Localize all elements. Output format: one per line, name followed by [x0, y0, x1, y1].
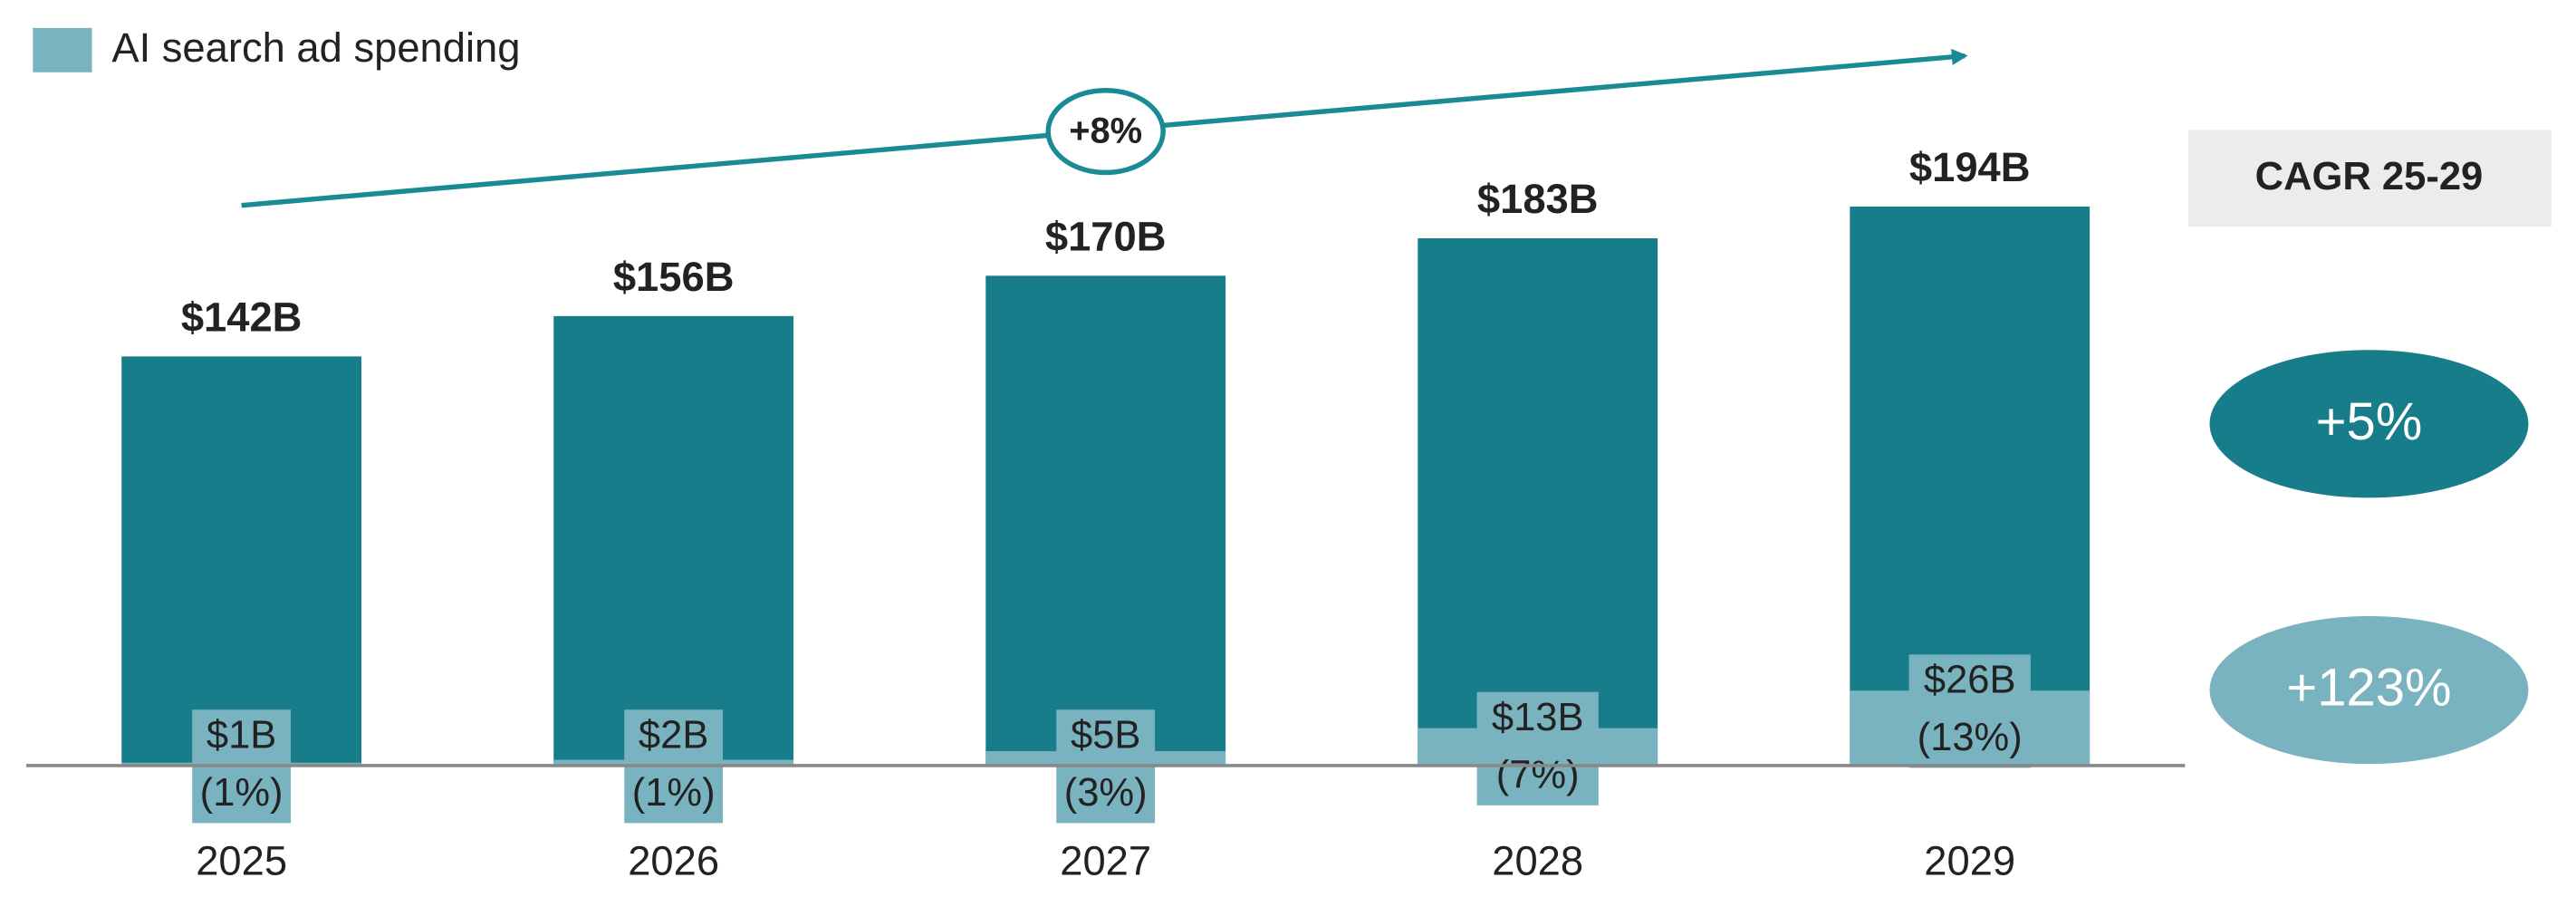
total-label: $156B: [613, 254, 735, 300]
cagr-label: +123%: [2286, 659, 2451, 718]
ai-share-label: (1%): [632, 771, 716, 815]
ai-share-label: (13%): [1918, 716, 2023, 759]
total-label: $194B: [1909, 144, 2031, 190]
cagr-title: CAGR 25-29: [2255, 155, 2484, 198]
bar-total: [121, 356, 362, 766]
ai-share-label: (3%): [1064, 771, 1148, 815]
x-tick-label: 2028: [1492, 838, 1583, 884]
ai-label-box: [1476, 691, 1599, 805]
bar-total: [1418, 237, 1658, 766]
ai-value-label: $2B: [639, 714, 708, 757]
ai-label-box: [1908, 654, 2031, 768]
x-tick-label: 2026: [628, 838, 719, 884]
x-tick-label: 2029: [1924, 838, 2015, 884]
ai-value-label: $1B: [207, 714, 276, 757]
ai-share-label: (7%): [1496, 754, 1580, 797]
x-tick-label: 2027: [1060, 838, 1151, 884]
x-tick-label: 2025: [196, 838, 287, 884]
legend-swatch: [33, 27, 92, 72]
cagr-badge: [2209, 350, 2529, 498]
ai-value-label: $26B: [1924, 659, 2016, 702]
ai-share-label: (1%): [200, 771, 284, 815]
ai-value-label: $5B: [1071, 714, 1140, 757]
cagr-label: +5%: [2316, 392, 2423, 451]
total-label: $142B: [181, 294, 303, 340]
legend-label: AI search ad spending: [111, 24, 520, 71]
bar-total: [553, 315, 794, 766]
cagr-badge: [2209, 615, 2529, 765]
bar-total: [985, 275, 1226, 766]
ai-value-label: $13B: [1492, 696, 1584, 739]
trend-badge: [1045, 88, 1166, 176]
total-label: $170B: [1045, 213, 1167, 259]
trend-label: +8%: [1069, 111, 1142, 150]
cagr-header-box: [2187, 130, 2552, 227]
total-label: $183B: [1477, 176, 1599, 222]
